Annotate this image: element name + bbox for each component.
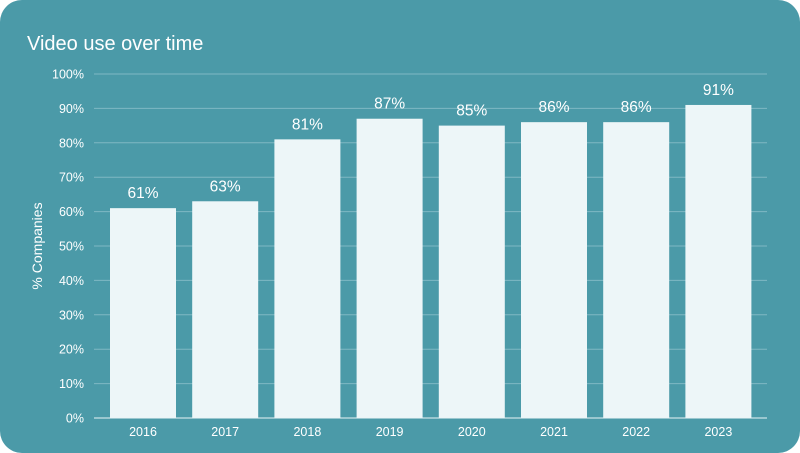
value-labels: 61% 63% 81% 87% 85% 86% 86% 91% bbox=[127, 82, 734, 202]
y-tick-label: 90% bbox=[59, 102, 84, 116]
value-label: 61% bbox=[127, 185, 158, 202]
value-label: 87% bbox=[374, 96, 405, 113]
chart-title: Video use over time bbox=[27, 33, 203, 55]
y-tick-label: 30% bbox=[59, 308, 84, 322]
value-label: 86% bbox=[538, 99, 569, 116]
bars bbox=[110, 104, 752, 419]
y-axis-label: % Companies bbox=[29, 202, 45, 289]
y-tick-label: 60% bbox=[59, 205, 84, 219]
y-tick-label: 100% bbox=[52, 68, 84, 82]
bar bbox=[603, 122, 670, 418]
bar bbox=[356, 118, 423, 418]
x-tick-label: 2016 bbox=[129, 425, 157, 439]
x-tick-label: 2020 bbox=[458, 425, 486, 439]
bar bbox=[110, 208, 176, 418]
bar bbox=[192, 201, 259, 418]
y-tick-label: 10% bbox=[59, 377, 84, 391]
x-tick-label: 2022 bbox=[622, 425, 650, 439]
x-tick-label: 2018 bbox=[293, 425, 321, 439]
bar bbox=[521, 122, 587, 418]
x-tick-label: 2019 bbox=[376, 425, 404, 439]
bar bbox=[685, 104, 752, 419]
bar bbox=[438, 125, 505, 418]
x-tick-label: 2017 bbox=[211, 425, 239, 439]
value-label: 91% bbox=[703, 82, 734, 99]
value-label: 63% bbox=[210, 178, 241, 195]
y-tick-label: 0% bbox=[66, 412, 84, 426]
y-tick-label: 50% bbox=[59, 240, 84, 254]
x-tick-labels: 2016 2017 2018 2019 2020 2021 2022 2023 bbox=[129, 425, 732, 439]
y-tick-label: 70% bbox=[59, 171, 84, 185]
y-tick-label: 80% bbox=[59, 136, 84, 150]
value-label: 81% bbox=[292, 116, 323, 133]
x-tick-label: 2021 bbox=[540, 425, 568, 439]
bar bbox=[274, 139, 341, 419]
value-label: 85% bbox=[456, 103, 487, 120]
y-tick-label: 20% bbox=[59, 343, 84, 357]
y-tick-labels: 0% 10% 20% 30% 40% 50% 60% 70% 80% 90% 100% bbox=[52, 68, 84, 426]
x-tick-label: 2023 bbox=[704, 425, 732, 439]
value-label: 86% bbox=[621, 99, 652, 116]
y-tick-label: 40% bbox=[59, 274, 84, 288]
